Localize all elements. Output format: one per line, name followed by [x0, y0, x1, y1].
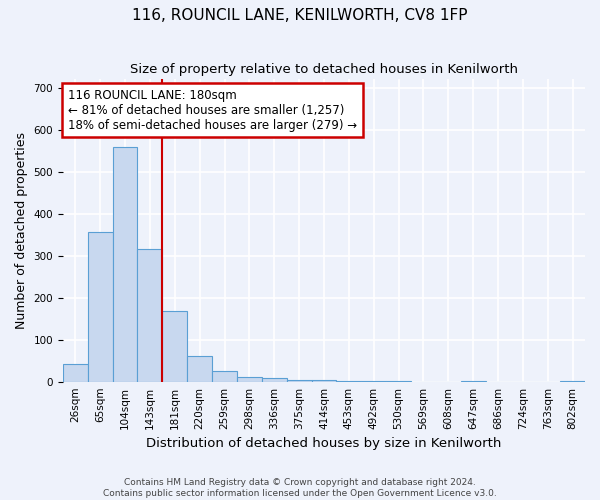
Bar	[187, 356, 212, 382]
Text: Contains HM Land Registry data © Crown copyright and database right 2024.
Contai: Contains HM Land Registry data © Crown c…	[103, 478, 497, 498]
Bar	[287, 380, 311, 382]
Title: Size of property relative to detached houses in Kenilworth: Size of property relative to detached ho…	[130, 62, 518, 76]
Bar	[163, 311, 187, 382]
Text: 116 ROUNCIL LANE: 180sqm
← 81% of detached houses are smaller (1,257)
18% of sem: 116 ROUNCIL LANE: 180sqm ← 81% of detach…	[68, 88, 357, 132]
X-axis label: Distribution of detached houses by size in Kenilworth: Distribution of detached houses by size …	[146, 437, 502, 450]
Bar	[113, 146, 137, 382]
Text: 116, ROUNCIL LANE, KENILWORTH, CV8 1FP: 116, ROUNCIL LANE, KENILWORTH, CV8 1FP	[132, 8, 468, 22]
Y-axis label: Number of detached properties: Number of detached properties	[15, 132, 28, 329]
Bar	[337, 381, 361, 382]
Bar	[63, 364, 88, 382]
Bar	[88, 232, 113, 382]
Bar	[262, 378, 287, 382]
Bar	[311, 380, 337, 382]
Bar	[361, 381, 386, 382]
Bar	[212, 371, 237, 382]
Bar	[237, 376, 262, 382]
Bar	[137, 250, 163, 382]
